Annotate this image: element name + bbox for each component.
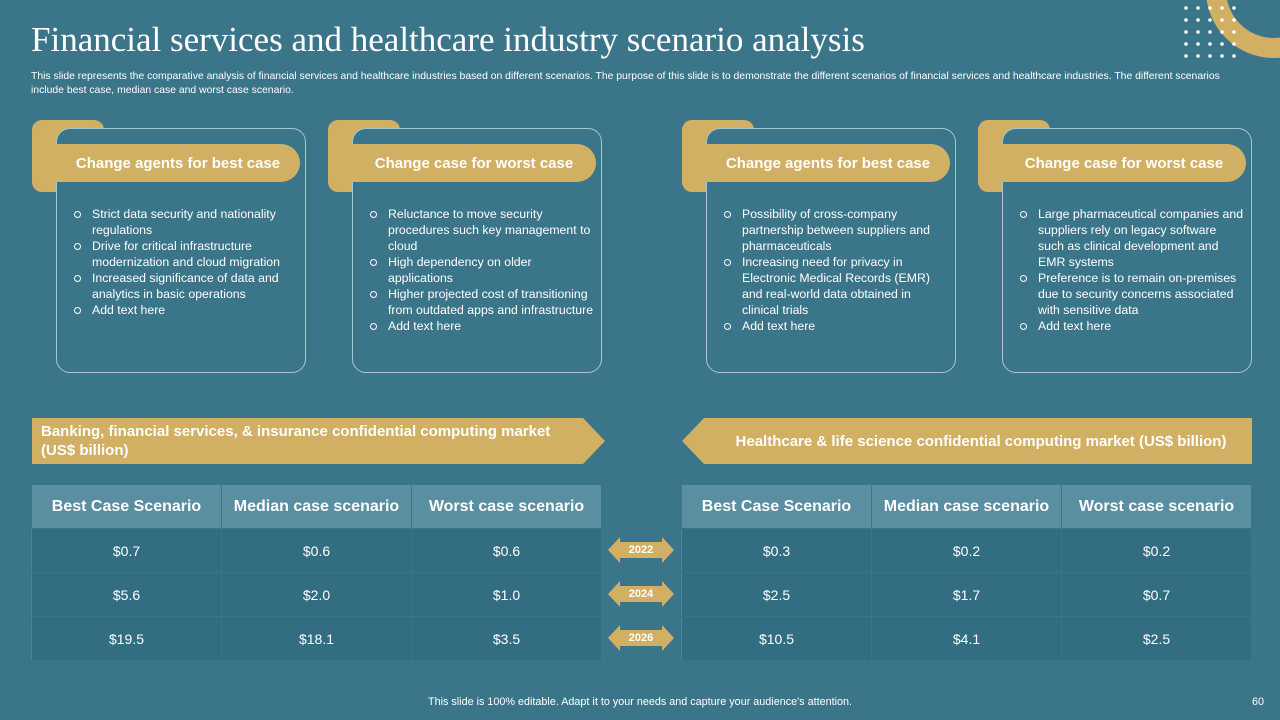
card-bullet-list: Strict data security and nationality reg… (72, 206, 298, 318)
table-cell: $4.1 (871, 616, 1062, 661)
list-item: Large pharmaceutical companies and suppl… (1018, 206, 1244, 270)
column-header: Best Case Scenario (31, 484, 222, 529)
list-item: Preference is to remain on-premises due … (1018, 270, 1244, 318)
table-cell: $0.6 (411, 528, 602, 573)
card-title: Change case for worst case (1002, 144, 1246, 182)
table-cell: $18.1 (221, 616, 412, 661)
table-row: $2.5 $1.7 $0.7 (681, 572, 1252, 617)
card-healthcare-best-case: Change agents for best case Possibility … (682, 120, 957, 376)
list-item: Increased significance of data and analy… (72, 270, 298, 302)
card-title: Change agents for best case (56, 144, 300, 182)
banner-label: Healthcare & life science confidential c… (735, 432, 1227, 450)
list-item: High dependency on older applications (368, 254, 594, 286)
decorative-dot-grid (1180, 2, 1240, 58)
table-cell: $1.7 (871, 572, 1062, 617)
table-cell: $0.3 (681, 528, 872, 573)
list-item: Increasing need for privacy in Electroni… (722, 254, 948, 318)
slide-title: Financial services and healthcare indust… (31, 20, 865, 59)
list-item: Reluctance to move security procedures s… (368, 206, 594, 254)
table-cell: $1.0 (411, 572, 602, 617)
card-bullet-list: Large pharmaceutical companies and suppl… (1018, 206, 1244, 334)
table-cell: $0.6 (221, 528, 412, 573)
card-financial-worst-case: Change case for worst case Reluctance to… (328, 120, 603, 376)
year-label: 2024 (628, 588, 654, 600)
year-arrow-badge: 2026 (608, 625, 674, 651)
table-cell: $2.5 (1061, 616, 1252, 661)
list-item: Possibility of cross-company partnership… (722, 206, 948, 254)
page-number: 60 (1251, 696, 1264, 708)
column-header: Worst case scenario (411, 484, 602, 529)
table-cell: $0.2 (871, 528, 1062, 573)
table-cell: $2.5 (681, 572, 872, 617)
table-row: $0.3 $0.2 $0.2 (681, 528, 1252, 573)
slide-footer: This slide is 100% editable. Adapt it to… (427, 696, 852, 708)
column-header: Median case scenario (871, 484, 1062, 529)
table-header-row: Best Case Scenario Median case scenario … (681, 484, 1252, 529)
table-row: $10.5 $4.1 $2.5 (681, 616, 1252, 661)
table-cell: $2.0 (221, 572, 412, 617)
year-arrow-badge: 2024 (608, 581, 674, 607)
year-label: 2026 (628, 632, 654, 644)
list-item: Add text here (1018, 318, 1244, 334)
card-bullet-list: Reluctance to move security procedures s… (368, 206, 594, 334)
table-cell: $5.6 (31, 572, 222, 617)
table-row: $19.5 $18.1 $3.5 (31, 616, 602, 661)
column-header: Best Case Scenario (681, 484, 872, 529)
financial-scenario-table: Best Case Scenario Median case scenario … (31, 484, 602, 661)
table-cell: $0.2 (1061, 528, 1252, 573)
card-healthcare-worst-case: Change case for worst case Large pharmac… (978, 120, 1253, 376)
table-cell: $19.5 (31, 616, 222, 661)
banner-healthcare-market: Healthcare & life science confidential c… (682, 418, 1252, 464)
card-title: Change agents for best case (706, 144, 950, 182)
list-item: Add text here (722, 318, 948, 334)
card-bullet-list: Possibility of cross-company partnership… (722, 206, 948, 334)
table-row: $0.7 $0.6 $0.6 (31, 528, 602, 573)
list-item: Strict data security and nationality reg… (72, 206, 298, 238)
card-title: Change case for worst case (352, 144, 596, 182)
banner-financial-market: Banking, financial services, & insurance… (32, 418, 605, 464)
healthcare-scenario-table: Best Case Scenario Median case scenario … (681, 484, 1252, 661)
year-arrow-badge: 2022 (608, 537, 674, 563)
slide-subtitle: This slide represents the comparative an… (31, 71, 1220, 96)
card-financial-best-case: Change agents for best case Strict data … (32, 120, 307, 376)
list-item: Add text here (72, 302, 298, 318)
year-label: 2022 (628, 544, 654, 556)
table-row: $5.6 $2.0 $1.0 (31, 572, 602, 617)
column-header: Worst case scenario (1061, 484, 1252, 529)
table-cell: $0.7 (1061, 572, 1252, 617)
list-item: Higher projected cost of transitioning f… (368, 286, 594, 318)
list-item: Add text here (368, 318, 594, 334)
banner-label: Banking, financial services, & insurance… (41, 423, 551, 459)
column-header: Median case scenario (221, 484, 412, 529)
list-item: Drive for critical infrastructure modern… (72, 238, 298, 270)
table-header-row: Best Case Scenario Median case scenario … (31, 484, 602, 529)
table-cell: $10.5 (681, 616, 872, 661)
table-cell: $0.7 (31, 528, 222, 573)
table-cell: $3.5 (411, 616, 602, 661)
